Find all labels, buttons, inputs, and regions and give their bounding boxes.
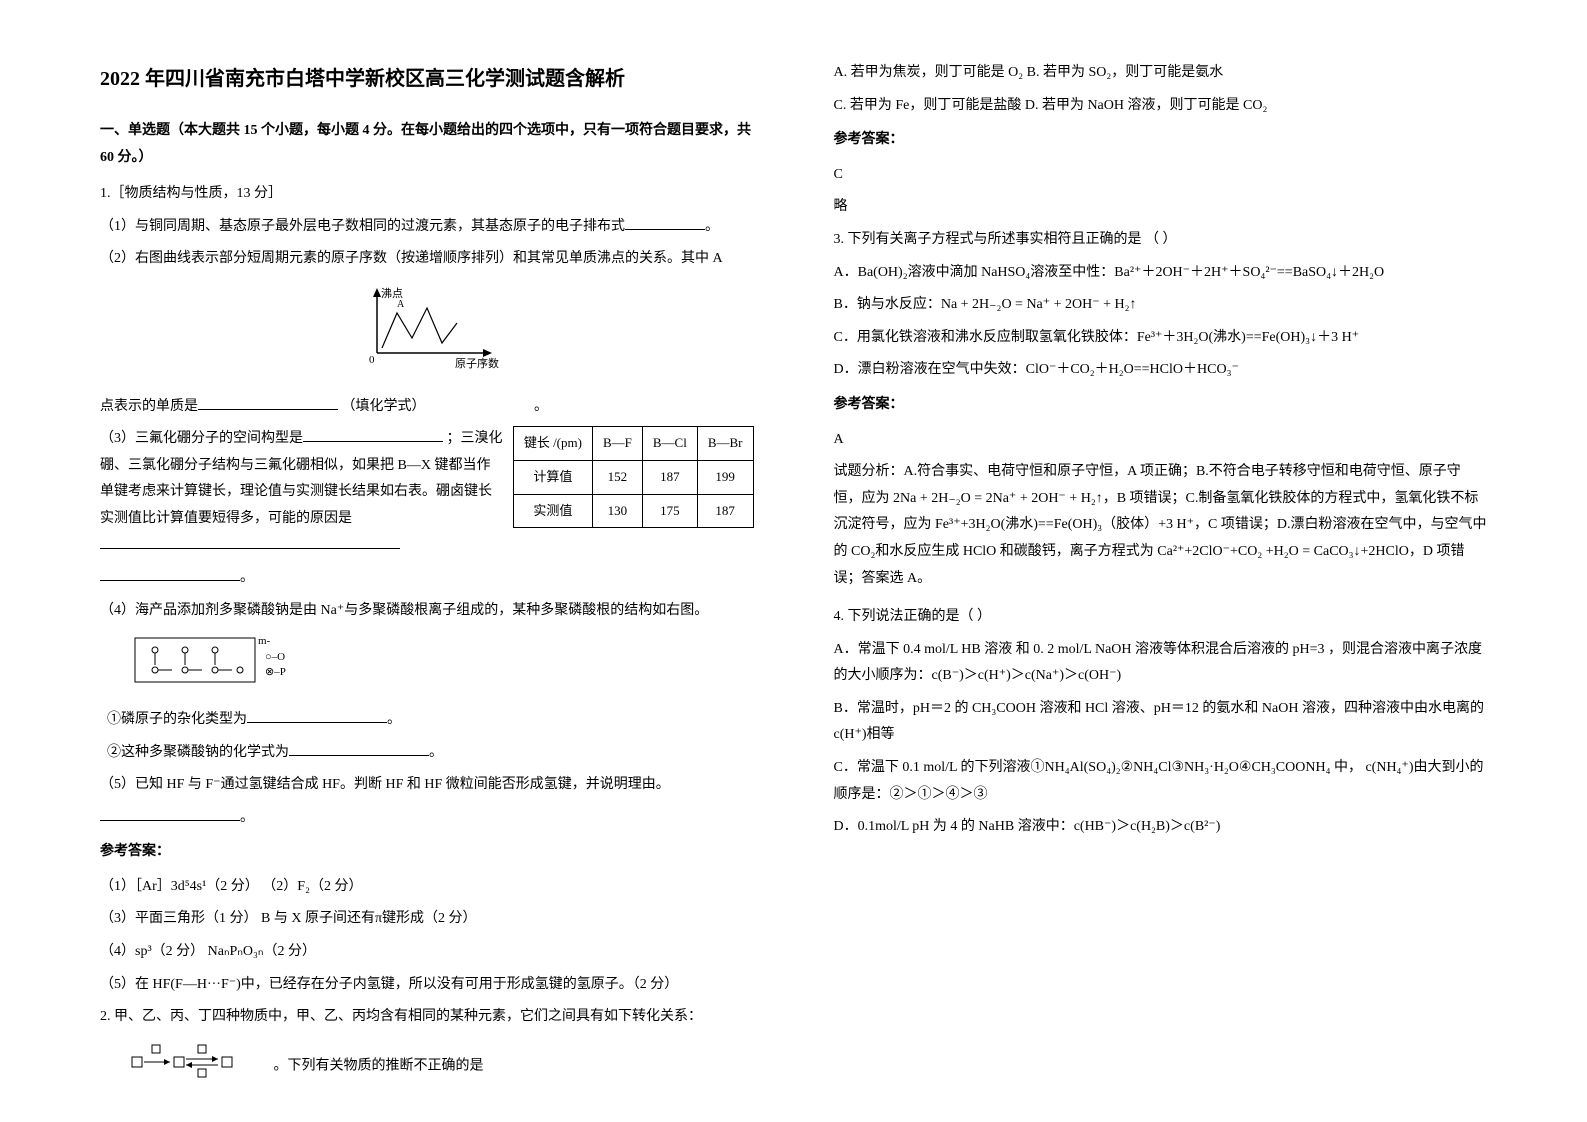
td: 实测值 xyxy=(513,494,592,528)
td: 175 xyxy=(642,494,697,528)
q4-A: A．常温下 0.4 mol/L HB 溶液 和 0. 2 mol/L NaOH … xyxy=(834,637,1488,690)
q4-C: C．常温下 0.1 mol/L 的下列溶液①NH₄Al(SO₄)₂②NH₄Cl③… xyxy=(834,755,1488,808)
q1-header: 1.［物质结构与性质，13 分］ xyxy=(100,181,754,208)
q3-B: B．钠与水反应：Na + 2H₋₂O = Na⁺ + 2OH⁻ + H₂↑ xyxy=(834,292,1488,319)
answer-header-2: 参考答案： xyxy=(834,127,1488,154)
q1-2-1: （2）右图曲线表示部分短周期元素的原子序数（按递增顺序排列）和其常见单质沸点的关… xyxy=(100,246,754,273)
q1-4-sub2: ②这种多聚磷酸钠的化学式为。 xyxy=(100,740,754,767)
svg-text:0: 0 xyxy=(369,354,375,366)
svg-text:○–O: ○–O xyxy=(265,651,285,663)
td: 187 xyxy=(697,494,753,528)
q1-2-2: 点表示的单质是 （填化学式） 。 xyxy=(100,394,754,421)
q1-1: （1）与铜同周期、基态原子最外层电子数相同的过渡元素，其基态原子的电子排布式。 xyxy=(100,214,754,241)
blank xyxy=(303,428,443,442)
blank xyxy=(100,535,400,549)
th: B—Br xyxy=(697,427,753,461)
q1-4-sub1-prefix: ①磷原子的杂化类型为 xyxy=(107,712,247,727)
q1-3-end: 。 xyxy=(100,565,754,592)
q3-header: 3. 下列有关离子方程式与所述事实相符且正确的是 （ ） xyxy=(834,227,1488,254)
td: 199 xyxy=(697,460,753,494)
th: B—Cl xyxy=(642,427,697,461)
left-column: 2022 年四川省南充市白塔中学新校区高三化学测试题含解析 一、单选题（本大题共… xyxy=(100,60,754,1062)
chart-label-A: A xyxy=(397,299,405,310)
conversion-diagram xyxy=(130,1043,270,1090)
th: 键长 /(pm) xyxy=(513,427,592,461)
section1-header: 一、单选题（本大题共 15 个小题，每小题 4 分。在每小题给出的四个选项中，只… xyxy=(100,118,754,171)
q3-A: A．Ba(OH)₂溶液中滴加 NaHSO₄溶液至中性：Ba²⁺＋2OH⁻＋2H⁺… xyxy=(834,260,1488,287)
q1-3-prefix: （3）三氟化硼分子的空间构型是 xyxy=(100,431,303,446)
q4-header: 4. 下列说法正确的是（ ） xyxy=(834,604,1488,631)
ans3-1: A xyxy=(834,427,1488,454)
td: 130 xyxy=(592,494,642,528)
q3-C: C．用氯化铁溶液和沸水反应制取氢氧化铁胶体：Fe³⁺＋3H₂O(沸水)==Fe(… xyxy=(834,325,1488,352)
ans2-1: C xyxy=(834,162,1488,189)
q1-4: （4）海产品添加剂多聚磷酸钠是由 Na⁺与多聚磷酸根离子组成的，某种多聚磷酸根的… xyxy=(100,598,754,625)
q1-4-sub1: ①磷原子的杂化类型为。 xyxy=(100,707,754,734)
blank xyxy=(198,396,338,410)
q1-2-2-suffix: （填化学式） xyxy=(342,399,426,414)
ans1-1: （1）［Ar］3d⁵4s¹（2 分） （2）F₂（2 分） xyxy=(100,874,754,901)
q1-1-text: （1）与铜同周期、基态原子最外层电子数相同的过渡元素，其基态原子的电子排布式 xyxy=(100,219,625,234)
td: 152 xyxy=(592,460,642,494)
blank xyxy=(100,567,240,581)
right-column: A. 若甲为焦炭，则丁可能是 O₂ B. 若甲为 SO₂，则丁可能是氨水 C. … xyxy=(834,60,1488,1062)
q1-2-2-prefix: 点表示的单质是 xyxy=(100,399,198,414)
ans2-2: 略 xyxy=(834,194,1488,221)
q1-3-block: 键长 /(pm) B—F B—Cl B—Br 计算值 152 187 199 实… xyxy=(100,426,754,598)
doc-title: 2022 年四川省南充市白塔中学新校区高三化学测试题含解析 xyxy=(100,60,754,98)
ans3-2: 试题分析：A.符合事实、电荷守恒和原子守恒，A 项正确；B.不符合电子转移守恒和… xyxy=(834,459,1488,592)
bond-length-table: 键长 /(pm) B—F B—Cl B—Br 计算值 152 187 199 实… xyxy=(513,426,754,528)
ans1-5: （5）在 HF(F—H···F⁻)中，已经存在分子内氢键，所以没有可用于形成氢键… xyxy=(100,972,754,999)
q2-opt-cd: C. 若甲为 Fe，则丁可能是盐酸 D. 若甲为 NaOH 溶液，则丁可能是 C… xyxy=(834,93,1488,120)
blank xyxy=(247,709,387,723)
td: 187 xyxy=(642,460,697,494)
answer-header-1: 参考答案： xyxy=(100,839,754,866)
blank xyxy=(289,742,429,756)
svg-text:⊗–P: ⊗–P xyxy=(265,666,286,678)
blank xyxy=(100,807,240,821)
svg-text:m-: m- xyxy=(258,635,271,647)
q4-B: B．常温时，pH＝2 的 CH₃COOH 溶液和 HCl 溶液、pH＝12 的氨… xyxy=(834,696,1488,749)
chart-x-label: 原子序数 xyxy=(455,356,499,370)
q2-2-text: 。下列有关物质的推断不正确的是 xyxy=(274,1058,484,1073)
polyphosphate-structure: m- ○–O ⊗–P xyxy=(130,630,754,701)
q1-5-blank: 。 xyxy=(100,805,754,832)
blank xyxy=(625,216,705,230)
q2-1: 2. 甲、乙、丙、丁四种物质中，甲、乙、丙均含有相同的某种元素，它们之间具有如下… xyxy=(100,1004,754,1031)
q4-D: D．0.1mol/L pH 为 4 的 NaHB 溶液中：c(HB⁻)＞c(H₂… xyxy=(834,814,1488,841)
q2-diagram-line: 。下列有关物质的推断不正确的是 xyxy=(100,1037,754,1096)
td: 计算值 xyxy=(513,460,592,494)
ans1-3: （3）平面三角形（1 分） B 与 X 原子间还有π键形成（2 分） xyxy=(100,906,754,933)
chart-y-label: 沸点 xyxy=(381,287,403,300)
boiling-chart: A 沸点 原子序数 0 xyxy=(100,283,754,384)
q1-5: （5）已知 HF 与 F⁻通过氢键结合成 HF。判断 HF 和 HF 微粒间能否… xyxy=(100,772,754,799)
ans1-4: （4）sp³（2 分） NaₙPₙO₃ₙ（2 分） xyxy=(100,939,754,966)
q3-D: D．漂白粉溶液在空气中失效：ClO⁻＋CO₂＋H₂O==HClO＋HCO₃⁻ xyxy=(834,357,1488,384)
th: B—F xyxy=(592,427,642,461)
q1-4-sub2-prefix: ②这种多聚磷酸钠的化学式为 xyxy=(107,745,289,760)
q2-opt-ab: A. 若甲为焦炭，则丁可能是 O₂ B. 若甲为 SO₂，则丁可能是氨水 xyxy=(834,60,1488,87)
answer-header-3: 参考答案： xyxy=(834,392,1488,419)
